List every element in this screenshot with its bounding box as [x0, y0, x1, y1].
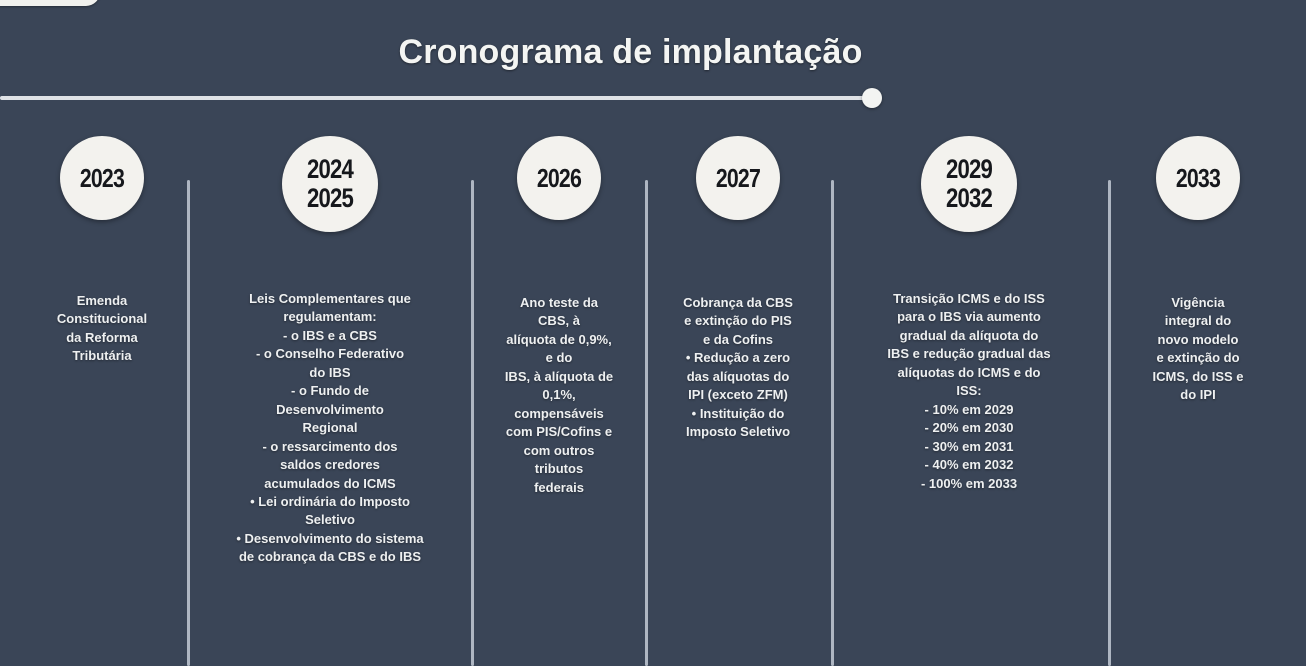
column-body-line: 0,1%,: [542, 387, 576, 403]
column-body-line: regulamentam:: [283, 309, 377, 325]
column-body-line: ISS:: [956, 383, 982, 399]
column-body-line: tributos: [534, 461, 584, 477]
column-body-line: Leis Complementares que: [249, 291, 411, 306]
timeline-column-2027[interactable]: 2027 Cobrança da CBS e extinção do PIS e d…: [652, 136, 824, 442]
column-divider-1: [187, 180, 190, 666]
timeline-column-2033[interactable]: 2033 Vigência integral do novo modelo e ext…: [1118, 136, 1278, 405]
column-body-line: • Desenvolvimento do sistema: [236, 530, 424, 546]
column-body-line: - o Conselho Federativo: [255, 346, 405, 362]
column-body-line: federais: [534, 479, 584, 495]
column-body-line: integral do: [1164, 313, 1232, 329]
column-body-line: Desenvolvimento: [276, 401, 384, 417]
year-label: 2029: [946, 153, 993, 184]
column-body-line: e da Cofins: [702, 331, 774, 347]
column-body-line: da Reforma: [66, 329, 138, 345]
column-body-line: Emenda: [76, 293, 128, 308]
column-divider-3: [645, 180, 648, 666]
column-body-line: Transição ICMS e do ISS: [893, 291, 1045, 306]
column-body-2027: Cobrança da CBS e extinção do PIS e da Cof…: [652, 294, 824, 442]
column-body-line: com outros: [523, 442, 595, 458]
timeline-axis: [0, 88, 890, 110]
year-label: 2027: [715, 162, 761, 193]
column-body-2024-2025: Leis Complementares que regulamentam: - o …: [196, 290, 464, 567]
column-body-line: Vigência: [1171, 295, 1225, 310]
column-body-line: ICMS, do ISS e: [1152, 368, 1244, 384]
column-body-line: do IBS: [309, 364, 351, 380]
year-label: 2025: [307, 183, 354, 213]
column-body-line: acumulados do ICMS: [264, 475, 396, 491]
column-body-line: Tributária: [72, 348, 132, 364]
column-body-line: Cobrança da CBS: [683, 295, 793, 310]
column-body-line: e extinção do PIS: [684, 313, 792, 329]
year-bubble-2027: 2027: [696, 136, 780, 220]
timeline-column-2026[interactable]: 2026 Ano teste da CBS, à alíquota de 0,9%,…: [480, 136, 638, 497]
column-body-line: alíquota de 0,9%,: [506, 331, 612, 347]
column-body-line: do IPI: [1180, 387, 1216, 403]
column-body-line: IBS, à alíquota de: [504, 368, 614, 384]
column-body-line: e do: [545, 350, 573, 366]
column-body-line: Ano teste da: [519, 295, 598, 310]
year-label: 2033: [1175, 162, 1221, 193]
column-body-line: com PIS/Cofins e: [505, 424, 613, 440]
column-body-2023: Emenda Constitucional da Reforma Tributária: [27, 292, 177, 366]
column-body-2026: Ano teste da CBS, à alíquota de 0,9%, e do I…: [483, 294, 635, 497]
column-body-line: IBS e redução gradual das: [887, 346, 1051, 362]
timeline-column-2024-2025[interactable]: 2024 2025 Leis Complementares que regulam…: [196, 136, 464, 567]
year-label: 2023: [79, 162, 125, 193]
column-body-line: • Redução a zero: [685, 350, 791, 366]
column-body-2029-2032: Transição ICMS e do ISS para o IBS via au…: [840, 290, 1098, 493]
year-bubble-2026: 2026: [517, 136, 601, 220]
column-body-line: - o Fundo de: [291, 383, 369, 399]
column-divider-4: [831, 180, 834, 666]
column-body-line: - o IBS e a CBS: [283, 327, 377, 343]
year-bubble-2033: 2033: [1156, 136, 1240, 220]
column-body-line: compensáveis: [514, 405, 604, 421]
year-bubble-2029-2032: 2029 2032: [921, 136, 1017, 232]
timeline-axis-end-dot: [862, 88, 882, 108]
timeline-column-2023[interactable]: 2023 Emenda Constitucional da Reforma Tribu…: [22, 136, 182, 366]
column-body-line: de cobrança da CBS e do IBS: [238, 549, 422, 565]
column-body-line: e extinção do: [1156, 350, 1240, 366]
column-body-line: - 100% em 2033: [920, 475, 1018, 491]
column-body-line: alíquotas do ICMS e do: [897, 364, 1041, 380]
column-divider-2: [471, 180, 474, 666]
column-body-line: para o IBS via aumento: [897, 309, 1041, 325]
column-body-line: - 40% em 2032: [924, 457, 1014, 473]
column-body-2033: Vigência integral do novo modelo e extinção…: [1122, 294, 1274, 405]
column-body-line: - o ressarcimento dos: [262, 438, 398, 454]
top-left-tab-shape: [0, 0, 100, 6]
column-body-line: Seletivo: [305, 512, 355, 528]
timeline-column-2029-2032[interactable]: 2029 2032 Transição ICMS e do ISS para o …: [840, 136, 1098, 493]
column-body-line: • Lei ordinária do Imposto: [250, 493, 410, 509]
year-label: 2026: [536, 162, 582, 193]
column-body-line: Constitucional: [56, 311, 148, 327]
column-body-line: - 10% em 2029: [924, 401, 1014, 417]
timeline-axis-line: [0, 96, 875, 100]
column-body-line: gradual da alíquota do: [899, 327, 1039, 343]
column-body-line: Regional: [302, 420, 358, 436]
year-label: 2032: [946, 183, 993, 213]
column-divider-5: [1108, 180, 1111, 666]
column-body-line: Imposto Seletivo: [685, 424, 791, 440]
column-body-line: • Instituição do: [691, 405, 785, 421]
year-label: 2024: [307, 153, 354, 184]
column-body-line: IPI (exceto ZFM): [688, 387, 788, 403]
column-body-line: CBS, à: [538, 313, 580, 329]
page-title: Cronograma de implantação: [398, 33, 863, 71]
year-bubble-2023: 2023: [60, 136, 144, 220]
column-body-line: - 20% em 2030: [924, 420, 1014, 436]
year-bubble-2024-2025: 2024 2025: [282, 136, 378, 232]
column-body-line: das alíquotas do: [686, 368, 790, 384]
column-body-line: - 30% em 2031: [924, 438, 1014, 454]
column-body-line: saldos credores: [280, 457, 380, 473]
column-body-line: novo modelo: [1157, 331, 1239, 347]
